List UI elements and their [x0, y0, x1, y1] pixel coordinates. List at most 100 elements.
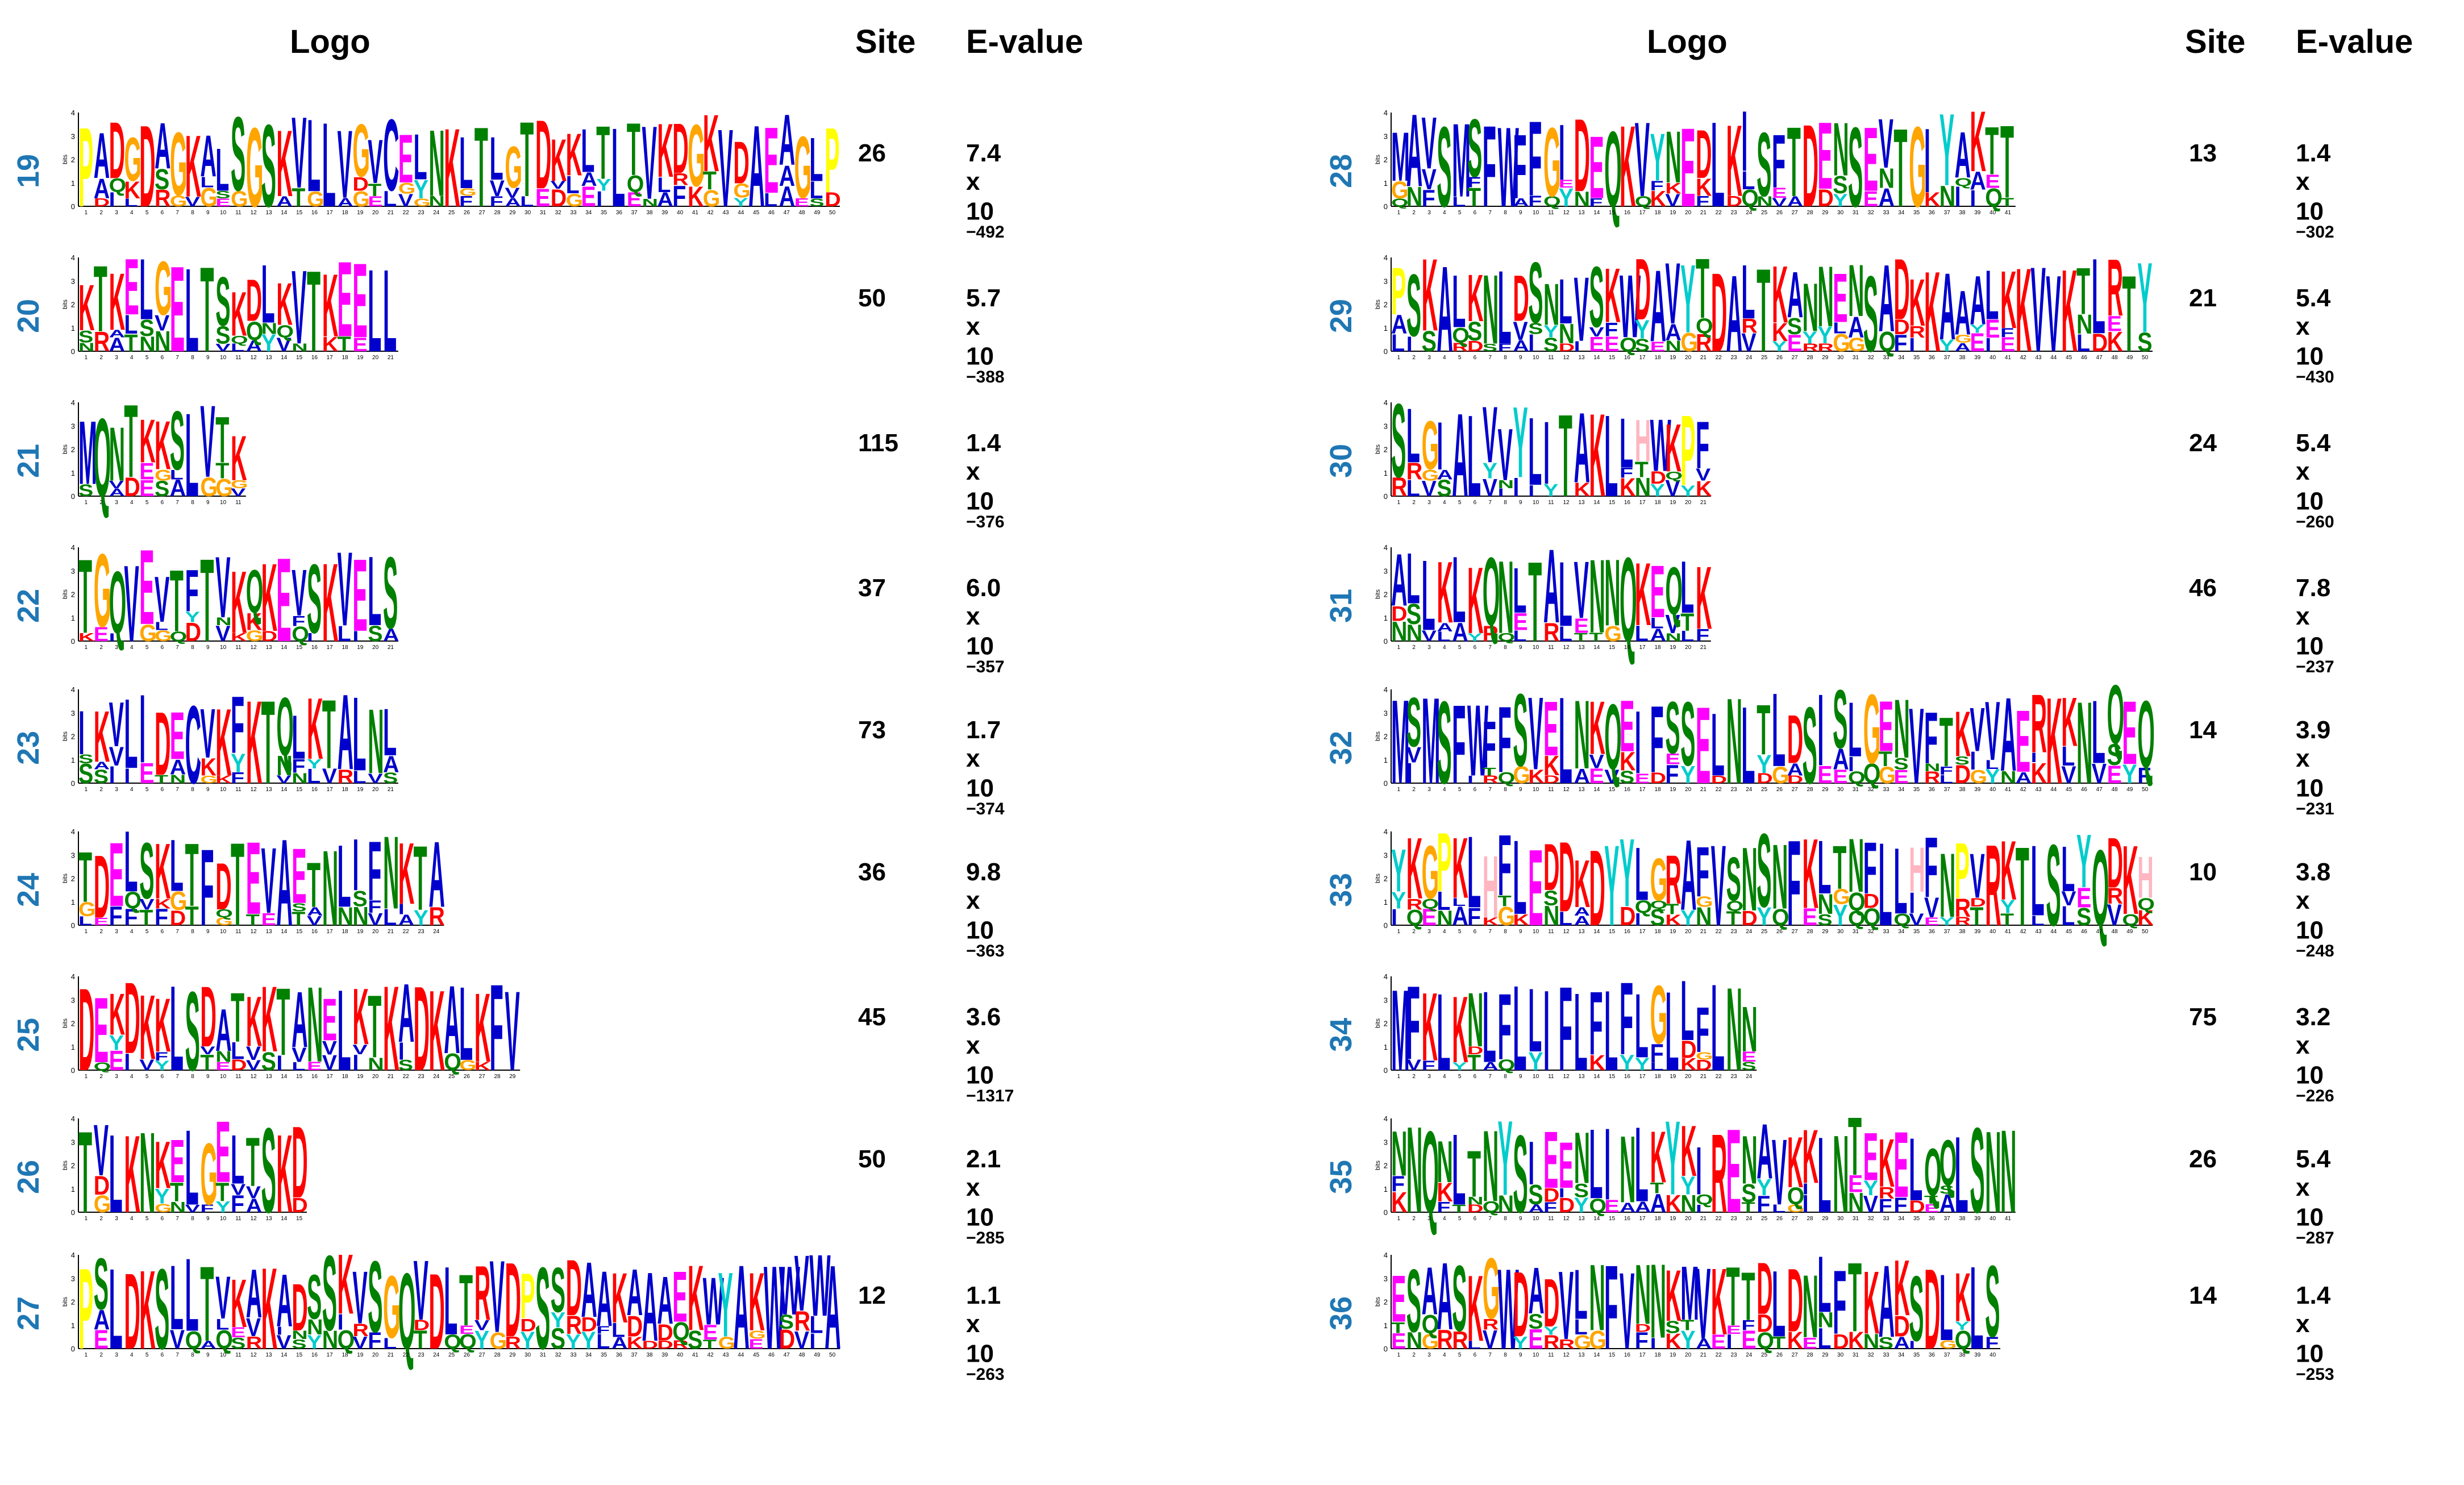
x-tick-label: 33 [570, 1352, 577, 1358]
logo-letter: G [170, 887, 188, 916]
logo-letter: L [1513, 555, 1526, 627]
x-tick-label: 39 [1974, 210, 1981, 216]
logo-letter: P [1680, 395, 1695, 507]
e-value-exponent: −260 [2296, 512, 2334, 531]
logo-letter: L [1955, 1114, 1968, 1236]
logo-letter: S [2076, 902, 2091, 930]
x-tick-label: 21 [388, 787, 394, 793]
x-tick-label: 9 [206, 1352, 210, 1358]
logo-letter: K [1650, 1117, 1666, 1198]
x-tick-label: 8 [1504, 644, 1507, 651]
logo-letter: T [414, 1325, 427, 1354]
x-tick-label: 7 [176, 355, 179, 361]
logo-letter: V [1483, 1325, 1497, 1355]
e-value-mantissa: 5.4 x 10 [2296, 429, 2331, 515]
x-tick-label: 17 [327, 1352, 334, 1358]
logo-letter: K [1483, 916, 1499, 928]
logo-letter: L [1574, 1316, 1588, 1340]
logo-letter: S [1391, 382, 1406, 500]
x-tick-label: 2 [99, 787, 103, 793]
y-axis-label: bits [62, 154, 69, 164]
logo-letter: D [94, 837, 110, 937]
x-tick-label: 20 [372, 787, 379, 793]
y-tick-label: 3 [1384, 277, 1388, 285]
logo-letter: A [1391, 539, 1407, 622]
sequence-logo: 0 1 2 3 4 bits N D A 1 N S L 2 V L 3 L A K 4 A L 5 Y K 6 R Q 7 Q N 8 L E L 9… [1375, 528, 1713, 673]
logo-letter: L [1741, 167, 1755, 195]
logo-letter: A [1406, 93, 1422, 208]
sequence-logo: 0 1 2 3 4 bits K F N 1 N 2 Q 3 F K N 4 T L 5 D N T 6 Q N 7 N Y 8 S 9 A S I 1… [1375, 1098, 2018, 1245]
logo-letter: N [368, 1054, 384, 1074]
logo-letter: R [1391, 473, 1407, 502]
y-tick-label: 2 [71, 590, 75, 599]
logo-letter: W [1498, 1245, 1519, 1373]
logo-letter: V [352, 1255, 367, 1340]
x-tick-label: 5 [1458, 1216, 1462, 1222]
logo-letter: S [1665, 1318, 1680, 1337]
logo-letter: W [1467, 684, 1488, 797]
logo-letter: E [322, 986, 337, 1053]
x-tick-label: 15 [296, 787, 303, 793]
site-header-left: Site [855, 23, 916, 60]
x-tick-label: 9 [1519, 500, 1522, 506]
y-tick-label: 0 [1384, 1066, 1388, 1075]
logo-letter: I [124, 1049, 130, 1075]
site-count: 46 [2189, 574, 2217, 602]
logo-letter: L [809, 1311, 823, 1338]
logo-letter: N [1939, 180, 1955, 213]
y-tick-label: 0 [71, 202, 75, 211]
logo-letter: K [1696, 548, 1712, 648]
logo-letter: G [1833, 328, 1850, 356]
logo-letter: N [1406, 1327, 1422, 1354]
x-tick-label: 27 [1792, 1216, 1799, 1222]
logo-letter: V [475, 1317, 489, 1333]
logo-letter: Q [1726, 899, 1744, 914]
x-tick-label: 13 [265, 1216, 272, 1222]
y-tick-label: 0 [1384, 779, 1388, 788]
x-tick-label: 8 [191, 644, 194, 651]
logo-letter: S [292, 901, 306, 914]
x-tick-label: 6 [161, 1352, 164, 1358]
x-tick-label: 30 [1837, 1352, 1844, 1358]
logo-letter: V [215, 342, 231, 353]
logo-letter: D [1467, 338, 1483, 355]
site-count: 26 [2189, 1145, 2217, 1173]
logo-letter: Y [1543, 322, 1558, 342]
logo-letter: G [215, 916, 233, 928]
logo-letter: L [1391, 329, 1405, 356]
x-tick-label: 14 [1593, 1352, 1600, 1358]
x-tick-label: 23 [1730, 1216, 1737, 1222]
x-tick-label: 2 [1412, 929, 1416, 935]
x-tick-label: 28 [1807, 929, 1813, 935]
logo-letter: Y [566, 1330, 581, 1353]
x-tick-label: 40 [1989, 210, 1996, 216]
logo-letter: T [2122, 253, 2136, 375]
x-tick-label: 20 [372, 355, 379, 361]
y-tick-label: 3 [71, 851, 75, 859]
logo-letter: F [155, 904, 168, 930]
y-tick-label: 2 [1384, 1298, 1388, 1307]
logo-letter: A [444, 966, 460, 1074]
x-tick-label: 7 [1488, 500, 1492, 506]
y-tick-label: 3 [71, 567, 75, 575]
logo-letter: I [276, 1051, 282, 1075]
x-tick-label: 18 [1654, 500, 1661, 506]
logo-letter: K [1924, 188, 1941, 210]
logo-letter: T [246, 1124, 260, 1201]
x-tick-label: 1 [1397, 1216, 1401, 1222]
x-tick-label: 6 [161, 787, 164, 793]
logo-letter: S [1741, 1059, 1756, 1073]
logo-letter: N [139, 1108, 155, 1237]
logo-letter: V [2061, 761, 2076, 788]
x-tick-label: 30 [1837, 1216, 1844, 1222]
x-tick-label: 47 [784, 1352, 790, 1358]
logo-letter: L [185, 1108, 199, 1227]
logo-letter: V [1422, 163, 1437, 195]
logo-letter: D [1635, 1322, 1651, 1334]
logo-letter: D [825, 188, 840, 210]
x-tick-label: 17 [327, 929, 334, 935]
logo-letter: L [1772, 672, 1785, 789]
logo-letter: N [1498, 539, 1514, 655]
logo-letter: L [657, 173, 671, 197]
x-tick-label: 12 [251, 210, 257, 216]
